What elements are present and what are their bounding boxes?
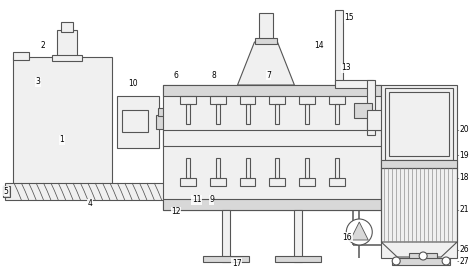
Bar: [335, 10, 343, 85]
Bar: [240, 96, 256, 104]
Bar: [203, 256, 249, 262]
Bar: [117, 96, 159, 148]
Bar: [163, 199, 381, 210]
Bar: [392, 258, 450, 265]
Bar: [216, 104, 219, 124]
Bar: [180, 178, 196, 186]
Bar: [299, 96, 315, 104]
Bar: [256, 38, 277, 44]
Text: 21: 21: [459, 206, 469, 214]
Polygon shape: [350, 222, 368, 240]
Text: 2: 2: [40, 41, 45, 51]
Polygon shape: [381, 242, 457, 257]
Bar: [186, 158, 189, 178]
Text: 18: 18: [459, 174, 469, 182]
Bar: [329, 96, 345, 104]
Text: 13: 13: [342, 63, 351, 73]
Bar: [381, 160, 457, 168]
Circle shape: [442, 257, 450, 265]
Text: 3: 3: [36, 77, 40, 87]
Polygon shape: [237, 42, 294, 85]
Bar: [5, 183, 168, 200]
Bar: [240, 178, 256, 186]
Text: 26: 26: [459, 246, 469, 254]
Text: 27: 27: [459, 257, 469, 266]
Bar: [216, 158, 219, 178]
Bar: [409, 253, 437, 259]
Text: 5: 5: [4, 186, 8, 196]
Bar: [381, 168, 457, 242]
Text: 19: 19: [459, 150, 469, 160]
Bar: [269, 96, 285, 104]
Bar: [329, 178, 345, 186]
Bar: [52, 55, 82, 61]
Bar: [367, 110, 385, 130]
Bar: [57, 30, 77, 57]
Text: 12: 12: [171, 207, 180, 217]
Text: 7: 7: [266, 70, 271, 80]
Bar: [245, 104, 250, 124]
Bar: [186, 104, 189, 124]
Bar: [335, 104, 339, 124]
Text: 17: 17: [232, 259, 241, 267]
Text: 10: 10: [128, 79, 138, 87]
Bar: [259, 13, 274, 43]
Bar: [367, 80, 375, 135]
Bar: [163, 85, 381, 210]
Bar: [275, 104, 280, 124]
Bar: [61, 22, 73, 32]
Bar: [13, 57, 112, 195]
Bar: [210, 96, 226, 104]
Text: 6: 6: [173, 70, 178, 80]
Bar: [294, 210, 302, 262]
Bar: [335, 80, 373, 88]
Text: 11: 11: [192, 196, 201, 204]
Bar: [210, 178, 226, 186]
Circle shape: [392, 257, 400, 265]
Bar: [269, 178, 285, 186]
Text: 16: 16: [343, 232, 352, 242]
Bar: [245, 158, 250, 178]
Bar: [354, 103, 372, 118]
Bar: [3, 186, 10, 197]
Circle shape: [346, 219, 372, 245]
Circle shape: [419, 252, 427, 260]
Bar: [275, 158, 280, 178]
Bar: [13, 52, 29, 60]
Bar: [385, 88, 453, 160]
Bar: [306, 104, 309, 124]
Bar: [180, 96, 196, 104]
Text: 15: 15: [345, 13, 354, 23]
Text: 20: 20: [459, 126, 469, 134]
Bar: [122, 110, 148, 132]
Text: 8: 8: [211, 70, 216, 80]
Text: 1: 1: [60, 136, 64, 144]
Bar: [335, 158, 339, 178]
Bar: [163, 130, 381, 146]
Bar: [299, 178, 315, 186]
Text: 4: 4: [87, 200, 92, 208]
Bar: [389, 92, 449, 156]
Text: 14: 14: [314, 41, 324, 49]
Bar: [306, 158, 309, 178]
Bar: [156, 115, 168, 129]
Bar: [157, 108, 165, 116]
Bar: [221, 210, 229, 262]
Text: 9: 9: [209, 196, 214, 204]
Bar: [163, 85, 381, 96]
Bar: [275, 256, 321, 262]
Bar: [381, 85, 457, 258]
